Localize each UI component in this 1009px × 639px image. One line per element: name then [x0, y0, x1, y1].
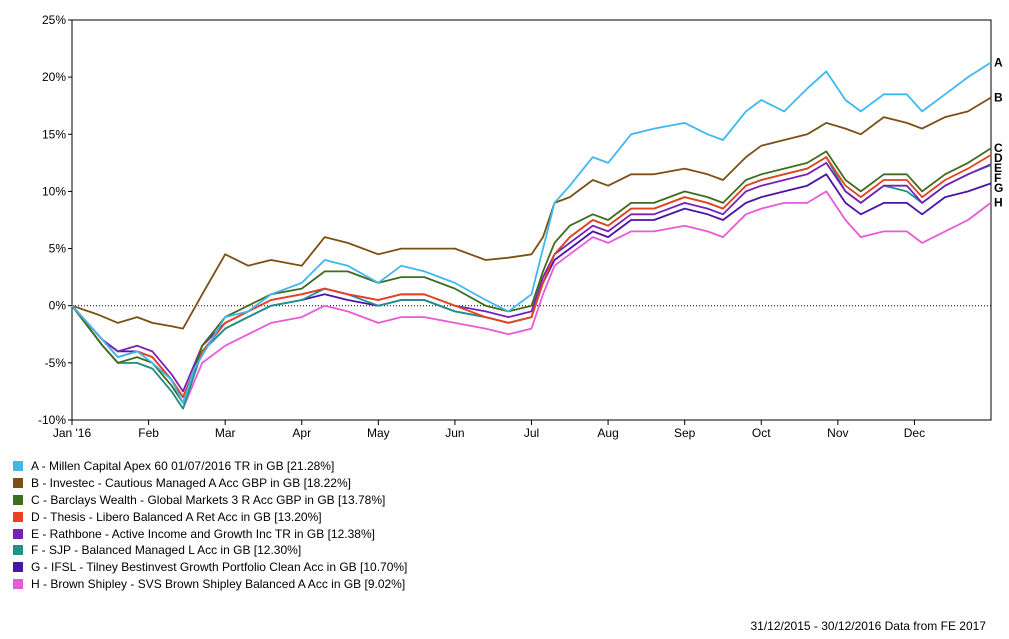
y-tick-label: -5%	[45, 356, 67, 370]
series-end-label-e: E	[994, 161, 1002, 175]
y-tick-label: 0%	[49, 299, 67, 313]
date-range-source: 31/12/2015 - 30/12/2016 Data from FE 201…	[750, 619, 987, 633]
series-end-label-a: A	[994, 56, 1003, 70]
y-tick-label: 20%	[42, 70, 66, 84]
y-tick-label: 15%	[42, 127, 66, 141]
legend: A - Millen Capital Apex 60 01/07/2016 TR…	[13, 458, 713, 592]
legend-item-f: F - SJP - Balanced Managed L Acc in GB […	[13, 542, 713, 559]
legend-item-d: D - Thesis - Libero Balanced A Ret Acc i…	[13, 508, 713, 525]
x-tick-label: Aug	[597, 426, 618, 440]
x-tick-label: Sep	[674, 426, 696, 440]
legend-swatch	[13, 511, 23, 522]
series-end-label-g: G	[994, 181, 1003, 195]
series-line-b	[71, 96, 992, 330]
series-end-label-f: F	[994, 171, 1001, 185]
series-line-d	[71, 154, 992, 398]
legend-swatch	[13, 478, 23, 489]
line-chart: -10% -5% 0% 5% 10% 15% 20% 25% Jan '16 Feb Mar Apr M…	[38, 13, 1003, 440]
series-line-h	[71, 190, 992, 410]
x-tick-label: Feb	[138, 426, 159, 440]
x-tick-label: Apr	[292, 426, 311, 440]
legend-label: G - IFSL - Tilney Bestinvest Growth Port…	[31, 560, 408, 575]
legend-item-h: H - Brown Shipley - SVS Brown Shipley Ba…	[13, 576, 713, 593]
legend-label: A - Millen Capital Apex 60 01/07/2016 TR…	[31, 459, 335, 474]
legend-label: F - SJP - Balanced Managed L Acc in GB […	[31, 543, 302, 558]
series-end-label-c: C	[994, 141, 1003, 155]
legend-item-e: E - Rathbone - Active Income and Growth …	[13, 525, 713, 542]
plot-frame	[71, 19, 992, 421]
x-tick-label: Nov	[827, 426, 848, 440]
x-tick-label: Mar	[215, 426, 236, 440]
legend-swatch	[13, 578, 23, 589]
series-end-label-b: B	[994, 90, 1003, 104]
legend-label: H - Brown Shipley - SVS Brown Shipley Ba…	[31, 576, 406, 591]
y-tick-label: 25%	[42, 13, 66, 27]
x-tick-label: Jan '16	[53, 426, 92, 440]
y-tick-label: -10%	[38, 413, 66, 427]
series-line-c	[71, 147, 992, 404]
legend-item-c: C - Barclays Wealth - Global Markets 3 R…	[13, 492, 713, 509]
series-line-f	[71, 156, 992, 410]
series-end-label-d: D	[994, 151, 1003, 165]
x-tick-label: Oct	[752, 426, 771, 440]
legend-label: D - Thesis - Libero Balanced A Ret Acc i…	[31, 509, 322, 524]
legend-item-g: G - IFSL - Tilney Bestinvest Growth Port…	[13, 559, 713, 576]
series-line-g	[71, 173, 992, 398]
x-tick-label: Jun	[445, 426, 464, 440]
series-line-a	[71, 61, 992, 404]
series-end-label-h: H	[994, 196, 1003, 210]
legend-label: E - Rathbone - Active Income and Growth …	[31, 526, 375, 541]
legend-label: B - Investec - Cautious Managed A Acc GB…	[31, 476, 351, 491]
legend-swatch	[13, 562, 23, 573]
legend-swatch	[13, 545, 23, 556]
x-tick-label: May	[367, 426, 390, 440]
series-group	[71, 61, 992, 410]
legend-swatch	[13, 528, 23, 539]
x-tick-label: Jul	[524, 426, 539, 440]
y-tick-label: 10%	[42, 184, 66, 198]
legend-swatch	[13, 494, 23, 505]
axes: -10% -5% 0% 5% 10% 15% 20% 25% Jan '16 Feb Mar Apr M…	[38, 13, 992, 440]
legend-label: C - Barclays Wealth - Global Markets 3 R…	[31, 492, 386, 507]
x-tick-label: Dec	[904, 426, 925, 440]
y-tick-label: 5%	[49, 242, 67, 256]
legend-item-a: A - Millen Capital Apex 60 01/07/2016 TR…	[13, 458, 713, 475]
legend-swatch	[13, 461, 23, 472]
legend-item-b: B - Investec - Cautious Managed A Acc GB…	[13, 475, 713, 492]
